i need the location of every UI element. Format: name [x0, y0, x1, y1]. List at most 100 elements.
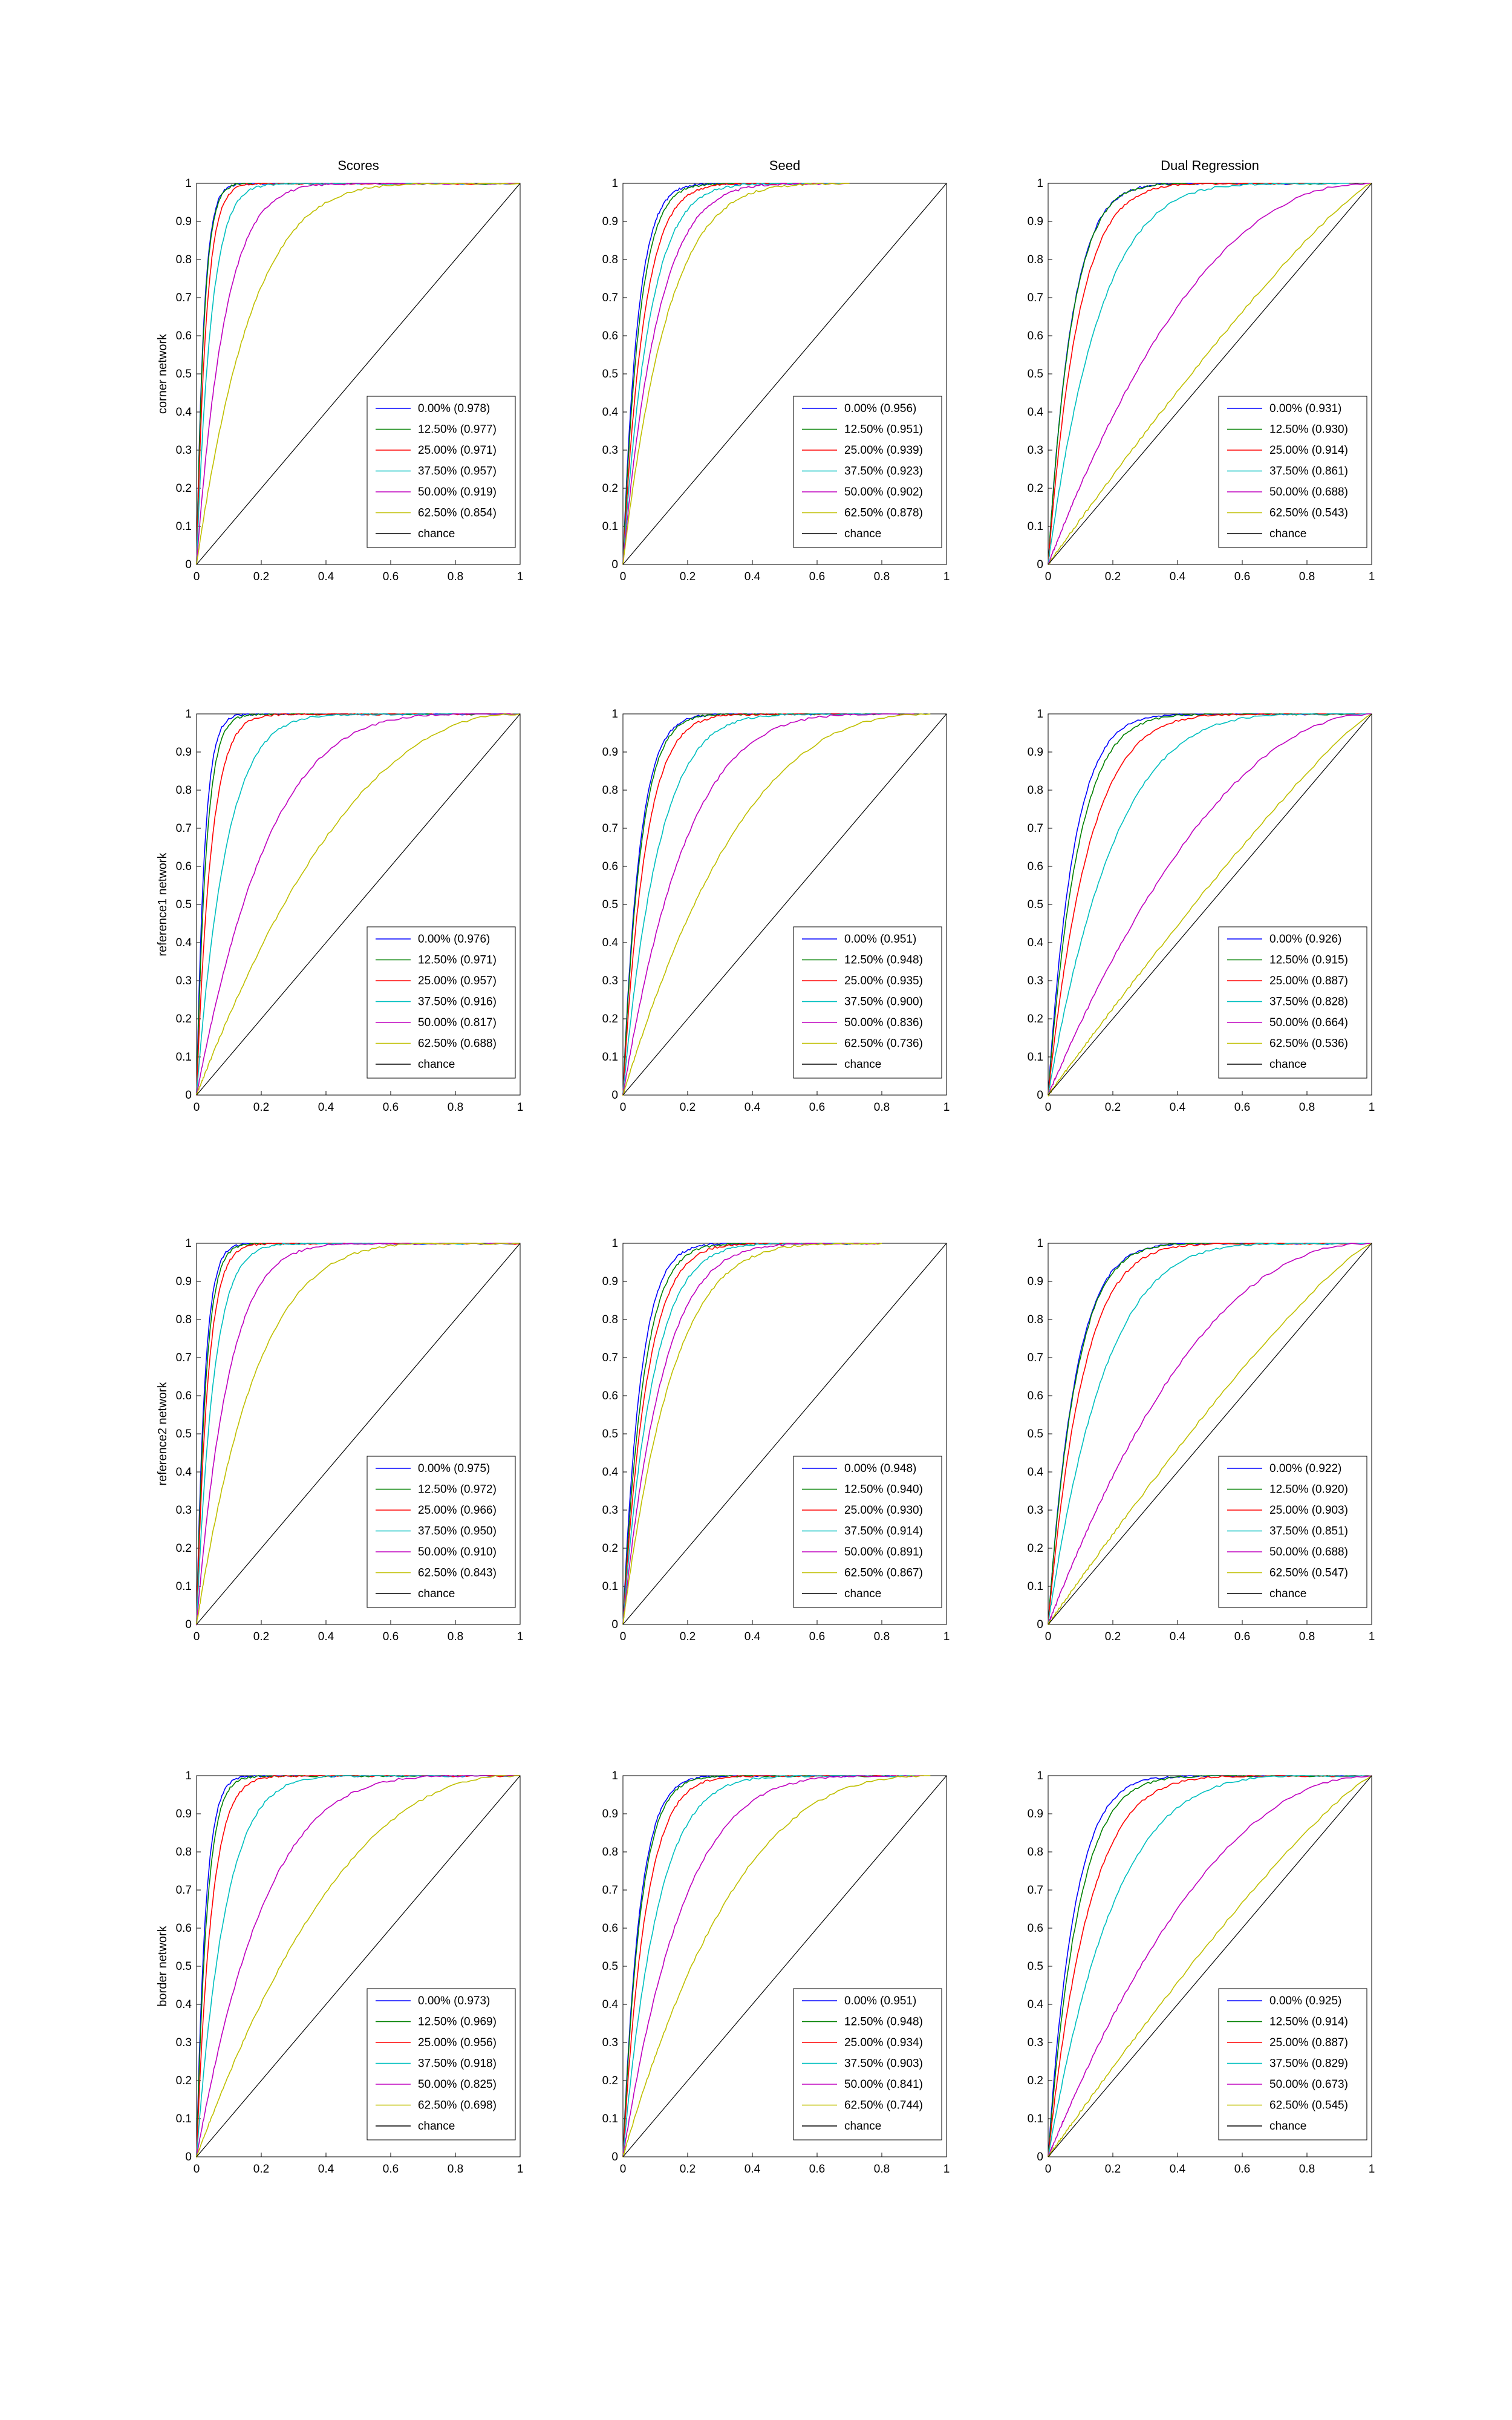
- row-label: border network: [156, 1925, 169, 2006]
- legend-label: chance: [1269, 528, 1306, 540]
- chance-line: [622, 183, 947, 565]
- chance-line: [196, 1243, 521, 1625]
- roc-panel-3-2: 0 0.1 0.2 0.3 0.4 0.5 0.6 0.7 0.8 0.9 1 0 0.2 0.4 0.6 0…: [602, 1237, 950, 1643]
- chance-line: [622, 1775, 947, 2157]
- legend-label: 62.50% (0.698): [418, 2099, 497, 2112]
- y-tick-label: 0.1: [1028, 1580, 1043, 1593]
- y-tick-label: 0.8: [602, 253, 618, 266]
- y-tick-label: 0.5: [1028, 898, 1043, 911]
- y-tick-label: 0.5: [1028, 1960, 1043, 1973]
- x-tick-label: 0.6: [1234, 571, 1250, 583]
- y-tick-label: 0.9: [602, 746, 618, 759]
- x-tick-label: 0.4: [745, 2163, 761, 2176]
- roc-curve: [622, 713, 898, 1096]
- y-tick-label: 0.6: [176, 860, 192, 873]
- x-tick-label: 0.6: [383, 2163, 399, 2176]
- legend-box: [793, 1456, 942, 1608]
- legend-label: 0.00% (0.976): [418, 933, 490, 946]
- x-tick-label: 0.4: [318, 1630, 334, 1643]
- y-tick-label: 0.5: [602, 1960, 618, 1973]
- y-tick-label: 0.2: [602, 1542, 618, 1555]
- chance-line: [1048, 183, 1372, 565]
- legend-label: chance: [418, 1588, 455, 1600]
- legend-label: 37.50% (0.914): [844, 1525, 923, 1538]
- y-tick-label: 0.5: [176, 368, 192, 381]
- x-tick-label: 0.8: [448, 1630, 463, 1643]
- roc-curve: [1048, 183, 1333, 564]
- y-tick-label: 0: [1037, 558, 1043, 571]
- y-tick-label: 0.1: [602, 1051, 618, 1064]
- x-tick-label: 1: [517, 571, 524, 583]
- legend-label: 25.00% (0.903): [1269, 1504, 1348, 1517]
- x-tick-label: 0.8: [448, 2163, 463, 2176]
- y-tick-label: 0.6: [176, 1390, 192, 1402]
- legend-box: [1218, 1456, 1367, 1608]
- roc-curve: [622, 713, 914, 1096]
- y-tick-label: 0.6: [176, 330, 192, 342]
- legend-label: chance: [418, 2120, 455, 2133]
- legend-label: 12.50% (0.951): [844, 424, 923, 436]
- legend-box: [1218, 1988, 1367, 2140]
- legend-label: 37.50% (0.829): [1269, 2058, 1348, 2070]
- roc-curve: [1048, 183, 1372, 565]
- roc-curve: [196, 1243, 520, 1624]
- y-tick-label: 0.1: [602, 520, 618, 533]
- roc-curve: [622, 1243, 879, 1625]
- legend-label: chance: [844, 528, 881, 540]
- x-tick-label: 0.8: [448, 571, 463, 583]
- y-tick-label: 0.4: [176, 937, 192, 949]
- roc-panel-1-3: 0 0.1 0.2 0.3 0.4 0.5 0.6 0.7 0.8 0.9 1 0 0.2 0.4 0.6 0…: [1028, 158, 1375, 583]
- legend-label: 50.00% (0.919): [418, 486, 497, 499]
- x-tick-label: 0: [1045, 2163, 1052, 2176]
- x-tick-label: 0.8: [874, 1101, 890, 1114]
- legend-label: 62.50% (0.543): [1269, 507, 1348, 520]
- legend-label: 0.00% (0.975): [418, 1462, 490, 1475]
- roc-curve: [196, 183, 521, 564]
- y-tick-label: 0.2: [602, 1013, 618, 1025]
- legend-label: 62.50% (0.545): [1269, 2099, 1348, 2112]
- legend-label: 50.00% (0.836): [844, 1016, 923, 1029]
- y-tick-label: 0.1: [602, 2113, 618, 2125]
- roc-curve: [1048, 1243, 1356, 1625]
- y-tick-label: 0.1: [176, 1051, 192, 1064]
- legend-label: 50.00% (0.825): [418, 2078, 497, 2091]
- x-tick-label: 0: [1045, 1630, 1052, 1643]
- roc-curve: [622, 1775, 931, 2158]
- y-tick-label: 0.2: [1028, 2075, 1043, 2087]
- x-tick-label: 0.4: [745, 571, 761, 583]
- legend-label: 62.50% (0.536): [1269, 1038, 1348, 1050]
- legend-label: 50.00% (0.817): [418, 1016, 497, 1029]
- roc-curve: [622, 183, 843, 564]
- roc-curve: [1048, 1243, 1372, 1625]
- x-tick-label: 0.2: [680, 1101, 696, 1114]
- legend-box: [793, 396, 942, 548]
- y-tick-label: 0.9: [176, 746, 192, 759]
- column-title: Dual Regression: [1161, 158, 1259, 173]
- y-tick-label: 0.8: [176, 1313, 192, 1326]
- x-tick-label: 0.2: [1105, 571, 1121, 583]
- legend-label: 37.50% (0.861): [1269, 465, 1348, 478]
- legend-label: chance: [1269, 2120, 1306, 2133]
- y-tick-label: 0.3: [1028, 975, 1043, 987]
- x-tick-label: 1: [943, 1101, 950, 1114]
- roc-panel-1-2: 0 0.1 0.2 0.3 0.4 0.5 0.6 0.7 0.8 0.9 1 0 0.2 0.4 0.6 0…: [602, 158, 950, 583]
- legend-label: 12.50% (0.977): [418, 424, 497, 436]
- y-tick-label: 0: [185, 2151, 192, 2163]
- x-tick-label: 0.2: [1105, 1101, 1121, 1114]
- x-tick-label: 0.2: [253, 1630, 269, 1643]
- y-tick-label: 0.4: [176, 406, 192, 419]
- chance-line: [622, 1243, 947, 1625]
- y-tick-label: 0.7: [176, 292, 192, 304]
- roc-panel-4-3: 0 0.1 0.2 0.3 0.4 0.5 0.6 0.7 0.8 0.9 1 0 0.2 0.4 0.6 0…: [1028, 1770, 1375, 2176]
- y-tick-label: 0.7: [176, 1884, 192, 1897]
- x-tick-label: 0.2: [253, 571, 269, 583]
- roc-curve: [1048, 183, 1323, 564]
- legend-label: 0.00% (0.951): [844, 1995, 916, 2007]
- legend-label: 50.00% (0.688): [1269, 1546, 1348, 1558]
- y-tick-label: 0.4: [602, 937, 619, 949]
- y-tick-label: 0: [185, 1089, 192, 1102]
- legend-box: [367, 926, 516, 1079]
- y-tick-label: 0.7: [176, 1352, 192, 1364]
- legend-label: 12.50% (0.971): [418, 954, 497, 967]
